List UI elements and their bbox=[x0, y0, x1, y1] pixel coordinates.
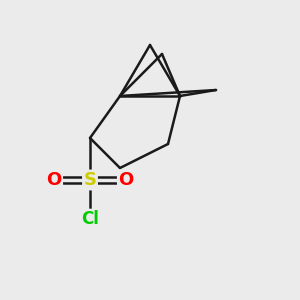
Text: S: S bbox=[83, 171, 97, 189]
Text: O: O bbox=[46, 171, 62, 189]
Text: Cl: Cl bbox=[81, 210, 99, 228]
Text: O: O bbox=[118, 171, 134, 189]
